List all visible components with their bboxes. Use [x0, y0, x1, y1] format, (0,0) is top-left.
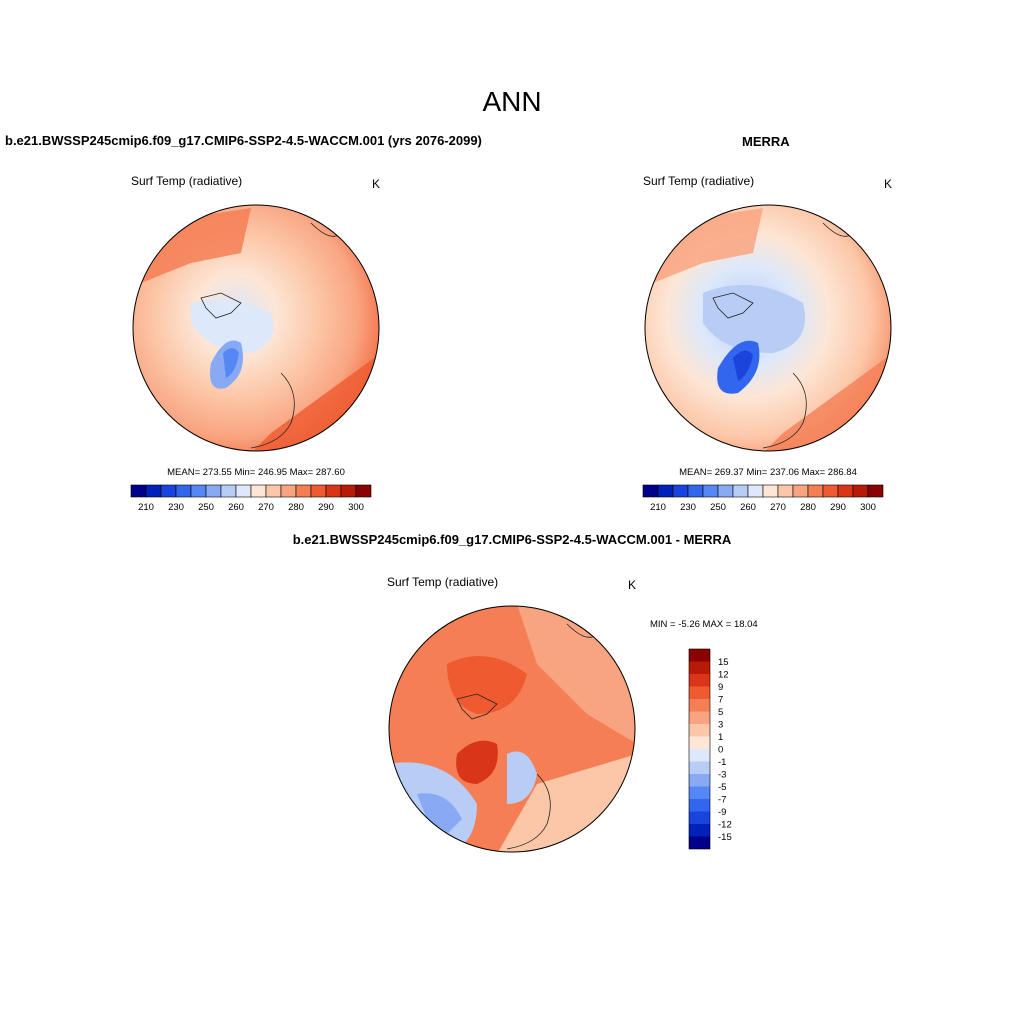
model-colorbar-tick-label: 280 [288, 502, 304, 513]
obs-stats: MEAN= 269.37 Min= 237.06 Max= 286.84 [679, 467, 857, 478]
diff-colorbar-box [689, 774, 710, 787]
diff-colorbar-box [689, 761, 710, 774]
obs-colorbar-box [792, 484, 809, 498]
diff-colorbar-tick-label: 1 [718, 732, 723, 743]
obs-colorbar-tick-label: 260 [740, 502, 756, 513]
diff-colorbar-box [689, 686, 710, 699]
obs-colorbar-box [822, 484, 839, 498]
model-colorbar-box [250, 484, 267, 498]
model-colorbar-tick-label: 290 [318, 502, 334, 513]
diff-colorbar-tick-label: -9 [718, 807, 726, 818]
obs-colorbar-tick-label: 270 [770, 502, 786, 513]
model-colorbar-box [355, 484, 372, 498]
diff-colorbar-tick-label: 15 [718, 657, 729, 668]
obs-variable-label: Surf Temp (radiative) [643, 174, 755, 188]
model-colorbar-tick-label: 210 [138, 502, 154, 513]
model-units-label: K [372, 177, 381, 191]
diff-stats: MIN = -5.26 MAX = 18.04 [650, 619, 758, 630]
model-colorbar-tick-label: 270 [258, 502, 274, 513]
model-colorbar-box [190, 484, 207, 498]
obs-colorbar-box [762, 484, 779, 498]
obs-colorbar-box [777, 484, 794, 498]
model-panel-heading: b.e21.BWSSP245cmip6.f09_g17.CMIP6-SSP2-4… [5, 133, 482, 148]
diff-colorbar-tick-label: 3 [718, 720, 723, 731]
diff-colorbar-box [689, 749, 710, 762]
diff-polar-map [388, 605, 636, 853]
model-colorbar-box [130, 484, 147, 498]
model-variable-label: Surf Temp (radiative) [131, 174, 243, 188]
obs-colorbar-tick-label: 280 [800, 502, 816, 513]
obs-colorbar-tick-label: 250 [710, 502, 726, 513]
model-colorbar-box [310, 484, 327, 498]
obs-colorbar-box [702, 484, 719, 498]
diff-panel-heading: b.e21.BWSSP245cmip6.f09_g17.CMIP6-SSP2-4… [292, 532, 732, 547]
obs-colorbar-box [837, 484, 854, 498]
obs-colorbar-tick-label: 230 [680, 502, 696, 513]
diff-colorbar-box [689, 674, 710, 687]
model-colorbar-box [175, 484, 192, 498]
model-colorbar-tick-label: 300 [348, 502, 364, 513]
diff-colorbar-box [689, 711, 710, 724]
diff-colorbar-box [689, 699, 710, 712]
model-colorbar-box [205, 484, 222, 498]
model-colorbar-box [220, 484, 237, 498]
obs-colorbar: 210 230 250 260 270 280 290 300 [642, 484, 884, 513]
obs-colorbar-box [657, 484, 674, 498]
model-colorbar: 210 230 250 260 270 280 290 300 [130, 484, 372, 513]
diff-colorbar-box [689, 736, 710, 749]
diff-colorbar-box [689, 824, 710, 837]
obs-colorbar-box [807, 484, 824, 498]
diff-colorbar-tick-label: 5 [718, 707, 723, 718]
model-colorbar-box [145, 484, 162, 498]
obs-colorbar-tick-label: 210 [650, 502, 666, 513]
diff-colorbar-tick-label: 12 [718, 670, 729, 681]
model-colorbar-tick-label: 260 [228, 502, 244, 513]
diff-colorbar-box [689, 811, 710, 824]
obs-colorbar-box [867, 484, 884, 498]
model-stats: MEAN= 273.55 Min= 246.95 Max= 287.60 [167, 467, 345, 478]
diff-colorbar-tick-label: -7 [718, 795, 726, 806]
obs-colorbar-box [747, 484, 764, 498]
diff-colorbar: 15 129 75 31 0-1 -3-5 -7-9 -12-15 [688, 648, 732, 850]
obs-colorbar-box [732, 484, 749, 498]
obs-colorbar-box [717, 484, 734, 498]
obs-colorbar-box [687, 484, 704, 498]
obs-colorbar-tick-label: 290 [830, 502, 846, 513]
obs-polar-map [644, 204, 892, 452]
obs-colorbar-box [672, 484, 689, 498]
diff-variable-label: Surf Temp (radiative) [387, 575, 499, 589]
diff-colorbar-box [689, 799, 710, 812]
diff-colorbar-tick-label: -12 [718, 820, 732, 831]
model-colorbar-box [295, 484, 312, 498]
model-polar-map [132, 204, 380, 452]
obs-colorbar-tick-label: 300 [860, 502, 876, 513]
model-colorbar-box [235, 484, 252, 498]
obs-units-label: K [884, 177, 893, 191]
diff-colorbar-box [689, 836, 710, 849]
obs-panel-heading: MERRA [742, 134, 790, 149]
diff-colorbar-tick-label: -1 [718, 757, 726, 768]
diff-colorbar-tick-label: 0 [718, 745, 723, 756]
diff-units-label: K [628, 578, 637, 592]
diff-colorbar-box [689, 661, 710, 674]
diff-colorbar-tick-label: 9 [718, 682, 723, 693]
model-colorbar-tick-label: 250 [198, 502, 214, 513]
obs-colorbar-box [852, 484, 869, 498]
model-colorbar-box [325, 484, 342, 498]
model-colorbar-box [160, 484, 177, 498]
diff-colorbar-box [689, 724, 710, 737]
diff-colorbar-tick-label: -15 [718, 832, 732, 843]
figure-title: ANN [482, 86, 542, 117]
diff-colorbar-tick-label: 7 [718, 695, 723, 706]
model-colorbar-box [340, 484, 357, 498]
model-colorbar-box [280, 484, 297, 498]
model-colorbar-tick-label: 230 [168, 502, 184, 513]
diff-colorbar-tick-label: -3 [718, 770, 726, 781]
obs-colorbar-box [642, 484, 659, 498]
diff-colorbar-box [689, 649, 710, 662]
diff-colorbar-tick-label: -5 [718, 782, 726, 793]
model-colorbar-box [265, 484, 282, 498]
diff-colorbar-box [689, 786, 710, 799]
